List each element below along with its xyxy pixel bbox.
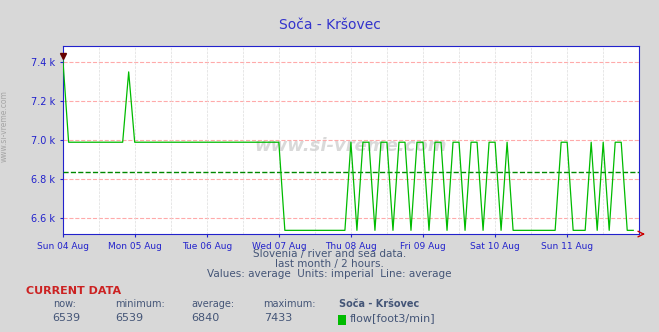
Text: Soča - Kršovec: Soča - Kršovec bbox=[339, 299, 420, 309]
Text: CURRENT DATA: CURRENT DATA bbox=[26, 286, 121, 296]
Text: Values: average  Units: imperial  Line: average: Values: average Units: imperial Line: av… bbox=[207, 269, 452, 279]
Text: 6539: 6539 bbox=[53, 313, 81, 323]
Text: Slovenia / river and sea data.: Slovenia / river and sea data. bbox=[253, 249, 406, 259]
Text: Soča - Kršovec: Soča - Kršovec bbox=[279, 18, 380, 32]
Text: last month / 2 hours.: last month / 2 hours. bbox=[275, 259, 384, 269]
Text: www.si-vreme.com: www.si-vreme.com bbox=[0, 90, 9, 162]
Text: average:: average: bbox=[191, 299, 234, 309]
Text: minimum:: minimum: bbox=[115, 299, 165, 309]
Text: 7433: 7433 bbox=[264, 313, 292, 323]
Text: 6840: 6840 bbox=[191, 313, 219, 323]
Text: www.si-vreme.com: www.si-vreme.com bbox=[254, 137, 447, 155]
Text: maximum:: maximum: bbox=[264, 299, 316, 309]
Text: flow[foot3/min]: flow[foot3/min] bbox=[349, 313, 435, 323]
Text: 6539: 6539 bbox=[115, 313, 144, 323]
Text: now:: now: bbox=[53, 299, 76, 309]
